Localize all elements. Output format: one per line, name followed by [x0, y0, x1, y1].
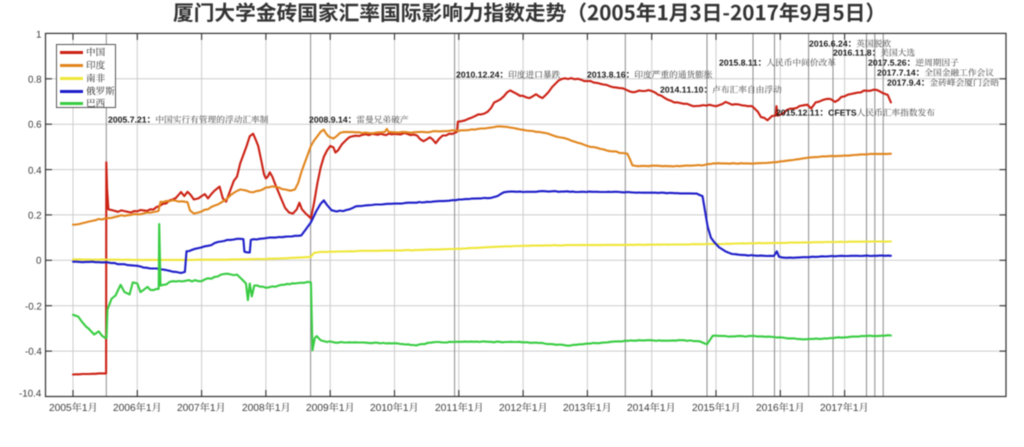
- annotation-2015.8.11: [719, 58, 836, 69]
- x-tick-label: [242, 402, 291, 415]
- y-tick-label: [19, 388, 42, 401]
- legend-line-sample: [60, 76, 84, 80]
- annotation-2005.7.21: [107, 115, 269, 126]
- text-glyphs: [28, 166, 42, 174]
- series-line-中国: [71, 77, 892, 376]
- text-glyphs: [86, 73, 106, 83]
- y-tick-label: [28, 165, 42, 178]
- y-tick-label: [25, 346, 42, 359]
- text-glyphs: [86, 60, 106, 70]
- text-glyphs: [36, 256, 42, 264]
- text-glyphs: [28, 75, 42, 83]
- text-glyphs: [172, 2, 872, 22]
- text-glyphs: [28, 120, 42, 128]
- annotation-2010.12.24: [456, 69, 561, 81]
- text-glyphs: [456, 69, 561, 78]
- x-tick-label: [49, 402, 98, 415]
- legend-line-sample: [60, 63, 84, 67]
- legend-line-sample: [60, 89, 84, 93]
- x-tick-label: [435, 402, 484, 415]
- text-glyphs: [308, 115, 408, 124]
- text-glyphs: [306, 402, 353, 412]
- chart-title: [172, 2, 887, 28]
- text-glyphs: [692, 402, 739, 412]
- text-glyphs: [25, 302, 42, 310]
- series-line-巴西: [71, 222, 892, 352]
- text-glyphs: [107, 115, 268, 124]
- text-glyphs: [36, 31, 42, 38]
- x-tick-label: [820, 402, 869, 415]
- data-series-lines: [71, 77, 892, 376]
- annotation-2013.8.16: [587, 69, 713, 81]
- legend-item-label: [86, 47, 106, 59]
- text-glyphs: [28, 211, 42, 219]
- legend-item-南非: [57, 72, 115, 84]
- annotation-2015.12.11: [776, 108, 935, 119]
- series-line-俄罗斯: [71, 190, 892, 275]
- x-tick-label: [177, 402, 226, 415]
- x-tick-label: [370, 402, 419, 415]
- text-glyphs: [627, 402, 675, 412]
- y-tick-label: [28, 119, 42, 132]
- axes-box-and-ticks: [44, 32, 1007, 398]
- text-glyphs: [887, 77, 999, 86]
- series-line-印度: [71, 125, 892, 226]
- y-tick-label: [36, 255, 42, 268]
- text-glyphs: [370, 402, 418, 412]
- x-tick-label: [692, 402, 741, 415]
- x-tick-label: [499, 402, 548, 415]
- y-tick-label: [36, 29, 42, 42]
- text-glyphs: [87, 99, 106, 108]
- x-tick-label: [627, 402, 676, 415]
- legend-item-label: [86, 73, 106, 85]
- legend-item-中国: [57, 46, 115, 58]
- x-tick-label: [113, 402, 162, 415]
- text-glyphs: [87, 47, 105, 57]
- legend: [56, 43, 116, 109]
- text-glyphs: [177, 402, 225, 412]
- text-glyphs: [242, 402, 289, 412]
- text-glyphs: [25, 347, 42, 355]
- text-glyphs: [756, 402, 803, 412]
- annotation-2008.9.14: [308, 115, 409, 126]
- y-tick-label: [25, 301, 42, 314]
- text-glyphs: [719, 58, 836, 67]
- text-glyphs: [19, 389, 42, 397]
- legend-item-label: [86, 98, 106, 110]
- annotation-2014.11.10: [659, 84, 782, 96]
- text-glyphs: [776, 108, 935, 117]
- y-tick-label: [28, 210, 42, 223]
- text-glyphs: [659, 84, 781, 93]
- text-glyphs: [587, 69, 713, 78]
- text-glyphs: [86, 86, 115, 96]
- legend-item-印度: [57, 59, 115, 71]
- legend-line-sample: [60, 50, 84, 54]
- text-glyphs: [435, 402, 482, 412]
- annotation-2017.9.4: [887, 77, 1000, 89]
- text-glyphs: [563, 402, 610, 412]
- legend-item-label: [86, 60, 106, 72]
- vertical-gridlines: [72, 33, 846, 397]
- x-tick-label: [563, 402, 612, 415]
- text-glyphs: [113, 402, 160, 412]
- text-glyphs: [820, 402, 868, 412]
- x-tick-label: [306, 402, 355, 415]
- legend-item-label: [86, 86, 115, 98]
- x-tick-label: [756, 402, 805, 415]
- legend-item-俄罗斯: [57, 85, 115, 97]
- text-glyphs: [499, 402, 546, 412]
- legend-line-sample: [60, 102, 84, 106]
- y-tick-label: [28, 74, 42, 87]
- legend-item-巴西: [57, 97, 115, 109]
- series-line-南非: [71, 240, 892, 262]
- text-glyphs: [49, 402, 96, 412]
